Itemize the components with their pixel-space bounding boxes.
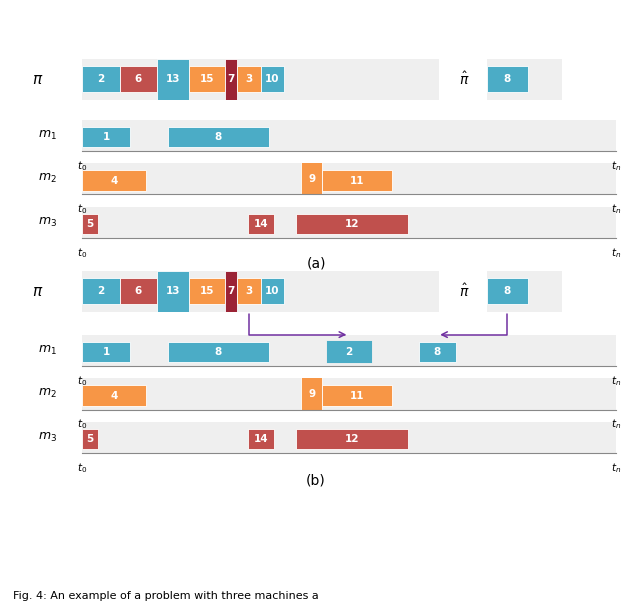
Text: 8: 8 xyxy=(434,347,441,357)
Text: $t_n$: $t_n$ xyxy=(611,417,621,431)
Text: 11: 11 xyxy=(350,391,365,400)
Text: 2: 2 xyxy=(97,286,104,296)
Bar xyxy=(190,278,225,304)
Bar xyxy=(82,214,98,234)
Text: 13: 13 xyxy=(166,74,181,84)
Bar xyxy=(119,66,157,92)
Text: (a): (a) xyxy=(307,256,325,271)
Text: 9: 9 xyxy=(308,389,315,399)
Text: $m_3$: $m_3$ xyxy=(38,216,57,229)
Text: $\hat{\pi}$: $\hat{\pi}$ xyxy=(459,71,470,88)
Bar xyxy=(82,66,119,92)
Text: 8: 8 xyxy=(504,286,511,296)
Bar xyxy=(238,278,260,304)
Bar xyxy=(82,127,130,147)
Text: 3: 3 xyxy=(245,74,253,84)
Bar xyxy=(260,66,284,92)
Text: Fig. 4: An example of a problem with three machines a: Fig. 4: An example of a problem with thr… xyxy=(13,591,319,601)
Bar xyxy=(248,214,274,234)
Bar xyxy=(328,342,370,362)
Text: $t_0$: $t_0$ xyxy=(77,374,87,388)
Text: $t_0$: $t_0$ xyxy=(77,159,87,173)
Bar xyxy=(296,429,408,449)
Bar xyxy=(225,271,238,312)
Text: 15: 15 xyxy=(200,286,214,296)
Text: $t_n$: $t_n$ xyxy=(611,461,621,475)
Text: $\pi$: $\pi$ xyxy=(32,72,44,86)
Text: 14: 14 xyxy=(254,434,269,444)
Bar xyxy=(487,278,528,304)
Text: 6: 6 xyxy=(135,286,142,296)
Text: 9: 9 xyxy=(308,174,315,184)
Text: 15: 15 xyxy=(200,74,214,84)
Text: 1: 1 xyxy=(102,347,110,357)
Bar xyxy=(82,342,130,362)
Text: 5: 5 xyxy=(87,434,94,444)
Text: 2: 2 xyxy=(97,74,104,84)
Text: $t_n$: $t_n$ xyxy=(611,246,621,260)
Text: 1: 1 xyxy=(102,132,110,142)
Bar xyxy=(167,127,269,147)
Bar xyxy=(418,342,456,362)
Bar xyxy=(167,342,269,362)
Bar xyxy=(238,66,260,92)
Text: 5: 5 xyxy=(87,219,94,229)
Bar xyxy=(301,376,322,411)
Text: $t_n$: $t_n$ xyxy=(611,159,621,173)
Text: $t_0$: $t_0$ xyxy=(77,417,87,431)
Text: 13: 13 xyxy=(166,286,181,296)
Text: $t_0$: $t_0$ xyxy=(77,202,87,216)
Bar xyxy=(190,66,225,92)
Text: 4: 4 xyxy=(111,176,118,185)
Bar xyxy=(82,385,146,406)
Text: $m_3$: $m_3$ xyxy=(38,431,57,444)
Text: 8: 8 xyxy=(215,132,222,142)
Bar xyxy=(296,214,408,234)
Bar xyxy=(328,342,370,362)
Bar xyxy=(225,59,238,100)
Text: $t_0$: $t_0$ xyxy=(77,461,87,475)
Text: 12: 12 xyxy=(344,434,359,444)
Text: $m_1$: $m_1$ xyxy=(38,129,57,142)
Text: 2: 2 xyxy=(346,347,353,357)
Text: 14: 14 xyxy=(254,219,269,229)
Bar xyxy=(157,271,190,312)
Text: $m_1$: $m_1$ xyxy=(38,344,57,357)
Bar xyxy=(82,429,98,449)
Bar xyxy=(322,385,392,406)
Bar xyxy=(119,278,157,304)
Text: $t_n$: $t_n$ xyxy=(611,374,621,388)
Text: 4: 4 xyxy=(111,391,118,400)
Text: $m_2$: $m_2$ xyxy=(38,387,57,400)
Text: $m_2$: $m_2$ xyxy=(38,172,57,185)
Bar xyxy=(248,429,274,449)
Bar xyxy=(260,278,284,304)
Text: $\hat{\pi}$: $\hat{\pi}$ xyxy=(459,283,470,300)
Text: (b): (b) xyxy=(306,473,326,487)
Text: 7: 7 xyxy=(228,74,235,84)
Text: 6: 6 xyxy=(135,74,142,84)
Text: 10: 10 xyxy=(265,286,279,296)
Text: 10: 10 xyxy=(265,74,279,84)
Text: 8: 8 xyxy=(504,74,511,84)
Bar xyxy=(82,278,119,304)
Bar xyxy=(322,170,392,191)
Text: 11: 11 xyxy=(350,176,365,185)
Text: $t_0$: $t_0$ xyxy=(77,246,87,260)
Text: 7: 7 xyxy=(228,286,235,296)
Text: 3: 3 xyxy=(245,286,253,296)
Text: $t_n$: $t_n$ xyxy=(611,202,621,216)
Bar xyxy=(487,66,528,92)
Bar xyxy=(157,59,190,100)
Text: $\pi$: $\pi$ xyxy=(32,284,44,298)
Text: 12: 12 xyxy=(344,219,359,229)
Bar xyxy=(82,170,146,191)
Text: 8: 8 xyxy=(215,347,222,357)
Bar xyxy=(301,161,322,196)
